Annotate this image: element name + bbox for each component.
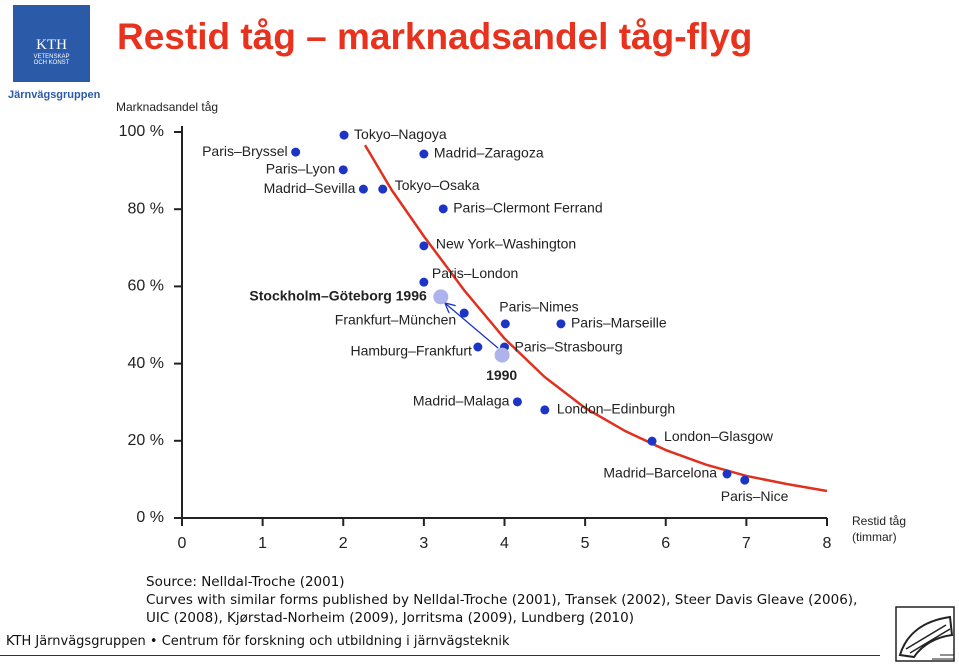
logo-text: KTH: [36, 37, 67, 53]
x-tick-label: 6: [661, 535, 670, 552]
data-point: [419, 241, 429, 251]
data-point: [500, 319, 510, 329]
point-label: Madrid–Zaragoza: [434, 145, 544, 161]
data-point: [438, 204, 448, 214]
x-tick-label: 3: [419, 535, 428, 552]
source-line: Curves with similar forms published by N…: [146, 592, 858, 626]
data-point: [473, 342, 483, 352]
point-label: New York–Washington: [436, 236, 576, 252]
data-point: [722, 469, 732, 479]
data-point: [647, 436, 657, 446]
point-label: Tokyo–Osaka: [395, 177, 480, 193]
data-point: [419, 277, 429, 287]
data-point: [540, 405, 550, 415]
x-tick-label: 7: [742, 535, 751, 552]
data-point: [556, 319, 566, 329]
point-label: London–Glasgow: [664, 428, 774, 444]
logo: KTH VETENSKAP OCH KONST: [13, 5, 90, 82]
point-label: London–Edinburgh: [557, 401, 675, 417]
point-label: Paris–Nimes: [499, 299, 578, 315]
train-icon: [895, 606, 955, 662]
x-tick-label: 4: [500, 535, 509, 552]
data-point: [433, 289, 449, 305]
point-label: Paris–Bryssel: [202, 143, 288, 159]
logo-text: VETENSKAP: [33, 54, 70, 60]
x-tick-label: 2: [339, 535, 348, 552]
x-tick-label: 1: [258, 535, 267, 552]
title: Restid tåg – marknadsandel tåg-flyg: [117, 16, 753, 57]
point-label: Paris–Marseille: [571, 315, 667, 331]
change-arrow: [446, 304, 499, 349]
x-tick-label: 8: [823, 535, 832, 552]
group-name: Järnvägsgruppen: [8, 89, 101, 101]
data-point: [338, 165, 348, 175]
data-point: [358, 184, 368, 194]
data-point: [740, 475, 750, 485]
point-label: Paris–Lyon: [266, 161, 336, 177]
point-label: Stockholm–Göteborg 1996: [249, 288, 427, 304]
y-tick-label: 60 %: [128, 278, 164, 295]
chart: Marknadsandel tåg Restid tåg (timmar) 0 …: [116, 100, 906, 552]
x-tick-label: 5: [581, 535, 590, 552]
point-label: Tokyo–Nagoya: [354, 126, 447, 142]
x-tick-label: 0: [178, 535, 187, 552]
footer-rule: [0, 655, 880, 656]
point-label: 1990: [486, 367, 517, 383]
y-tick-label: 40 %: [128, 355, 164, 372]
data-point: [512, 397, 522, 407]
source-line: Source: Nelldal-Troche (2001): [146, 574, 345, 590]
data-point: [378, 184, 388, 194]
source: Source: Nelldal-Troche (2001) Curves wit…: [146, 573, 866, 627]
point-label: Hamburg–Frankfurt: [351, 343, 472, 359]
point-label: Madrid–Barcelona: [603, 465, 717, 481]
point-label: Paris–Clermont Ferrand: [453, 200, 602, 216]
y-tick-label: 80 %: [128, 200, 164, 217]
y-tick-label: 0 %: [136, 509, 164, 526]
data-point: [494, 347, 510, 363]
x-axis-label: Restid tåg: [852, 514, 906, 528]
trend-curve: [363, 144, 828, 493]
footer: KTH Järnvägsgruppen • Centrum för forskn…: [6, 634, 510, 649]
point-label: Paris–London: [432, 265, 518, 281]
data-point: [291, 147, 301, 157]
logo-text: OCH KONST: [33, 60, 70, 66]
y-tick-label: 100 %: [119, 123, 164, 140]
x-axis-label: (timmar): [852, 530, 897, 544]
point-label: Paris–Nice: [721, 488, 789, 504]
point-label: Madrid–Malaga: [413, 393, 510, 409]
data-point: [339, 130, 349, 140]
data-point: [419, 149, 429, 159]
point-label: Frankfurt–München: [335, 312, 456, 328]
data-point: [459, 308, 469, 318]
point-label: Paris–Strasbourg: [515, 339, 623, 355]
y-axis-label: Marknadsandel tåg: [116, 100, 218, 114]
y-tick-label: 20 %: [128, 432, 164, 449]
point-label: Madrid–Sevilla: [264, 180, 356, 196]
